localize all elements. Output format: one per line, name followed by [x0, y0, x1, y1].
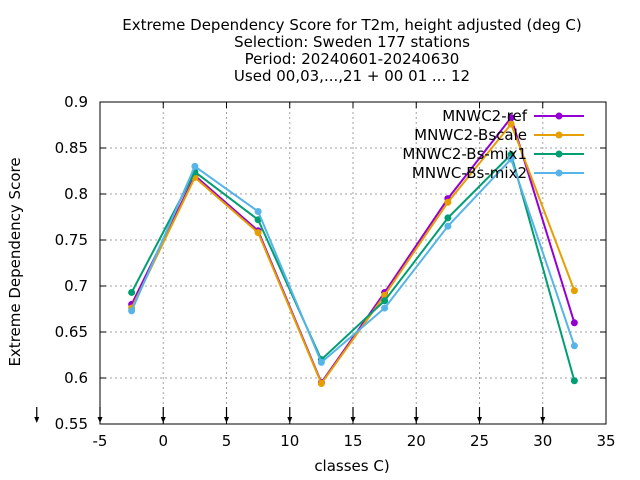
data-point — [570, 319, 578, 327]
down-arrow-marker — [287, 407, 293, 423]
legend-label: MNWC2-ref — [442, 107, 527, 125]
plot-frame — [99, 101, 607, 425]
x-tick-label: 20 — [407, 432, 426, 450]
legend-entry: MNWC2-ref — [442, 107, 584, 125]
data-point — [254, 207, 262, 215]
down-arrow-marker — [160, 407, 166, 423]
data-point — [381, 304, 389, 312]
legend-marker — [555, 169, 563, 177]
legend-marker — [555, 112, 563, 120]
data-point — [507, 155, 515, 163]
data-point — [570, 287, 578, 295]
data-point — [570, 342, 578, 350]
data-point — [191, 162, 199, 170]
series-line — [130, 152, 576, 382]
data-point — [317, 358, 325, 366]
down-arrow-marker — [413, 407, 419, 423]
chart-title: Extreme Dependency Score for T2m, height… — [122, 16, 582, 85]
down-arrow-marker — [34, 407, 40, 423]
x-tick-label: 10 — [280, 432, 299, 450]
data-point — [381, 297, 389, 305]
series-line — [130, 115, 576, 385]
x-tick-label: -5 — [93, 432, 108, 450]
grid — [100, 102, 606, 424]
x-axis-label: classes C) — [314, 457, 389, 475]
series-line — [130, 122, 576, 386]
axis-ticks: -5 0 5 10 15 20 25 30 35 0.55 0.6 0.65 0.7 0.75 0.8 0.8… — [55, 93, 616, 450]
title-line: Extreme Dependency Score for T2m, height… — [122, 16, 582, 34]
legend-entry: MNWC2-Bs-mix1 — [402, 145, 584, 163]
y-tick-label: 0.85 — [55, 139, 88, 157]
data-point — [507, 120, 515, 128]
data-point — [128, 288, 136, 296]
down-arrow-marker — [540, 407, 546, 423]
y-tick-label: 0.65 — [55, 323, 88, 341]
y-tick-label: 0.55 — [55, 415, 88, 433]
series-mnwc-bs-mix2 — [128, 155, 578, 366]
legend-label: MNWC2-Bs-mix1 — [402, 145, 527, 163]
data-point — [444, 198, 452, 206]
y-tick-label: 0.9 — [64, 93, 88, 111]
data-point — [317, 380, 325, 388]
x-tick-label: 25 — [470, 432, 489, 450]
title-line: Selection: Sweden 177 stations — [234, 33, 470, 51]
down-arrow-marker — [224, 407, 229, 423]
title-line: Period: 20240601-20240630 — [245, 50, 460, 68]
y-tick-label: 0.6 — [64, 369, 88, 387]
legend-marker — [555, 150, 563, 158]
legend-label: MNWC2-Bscale — [414, 126, 527, 144]
x-tick-label: 30 — [533, 432, 552, 450]
data-point — [128, 307, 136, 315]
data-point — [254, 229, 262, 237]
y-tick-label: 0.8 — [64, 185, 88, 203]
data-point — [444, 214, 452, 222]
series-layer — [128, 114, 578, 388]
data-point — [444, 222, 452, 230]
data-point — [570, 377, 578, 385]
arrow-markers — [34, 407, 546, 423]
down-arrow-marker — [97, 407, 103, 423]
y-axis-label: Extreme Dependency Score — [6, 157, 24, 366]
x-tick-label: 0 — [158, 432, 168, 450]
data-point — [507, 114, 515, 122]
legend: MNWC2-refMNWC2-BscaleMNWC2-Bs-mix1MNWC-B… — [402, 107, 584, 182]
down-arrow-marker — [350, 407, 356, 423]
legend-entry: MNWC2-Bscale — [414, 126, 584, 144]
x-tick-label: 35 — [596, 432, 615, 450]
x-tick-label: 15 — [343, 432, 362, 450]
legend-entry: MNWC-Bs-mix2 — [412, 164, 584, 182]
series-line — [130, 157, 576, 365]
down-arrow-marker — [477, 407, 482, 423]
x-tick-label: 5 — [222, 432, 232, 450]
y-tick-label: 0.75 — [55, 231, 88, 249]
legend-label: MNWC-Bs-mix2 — [412, 164, 527, 182]
y-tick-label: 0.7 — [64, 277, 88, 295]
legend-marker — [555, 131, 563, 139]
title-line: Used 00,03,...,21 + 00 01 ... 12 — [234, 67, 470, 85]
